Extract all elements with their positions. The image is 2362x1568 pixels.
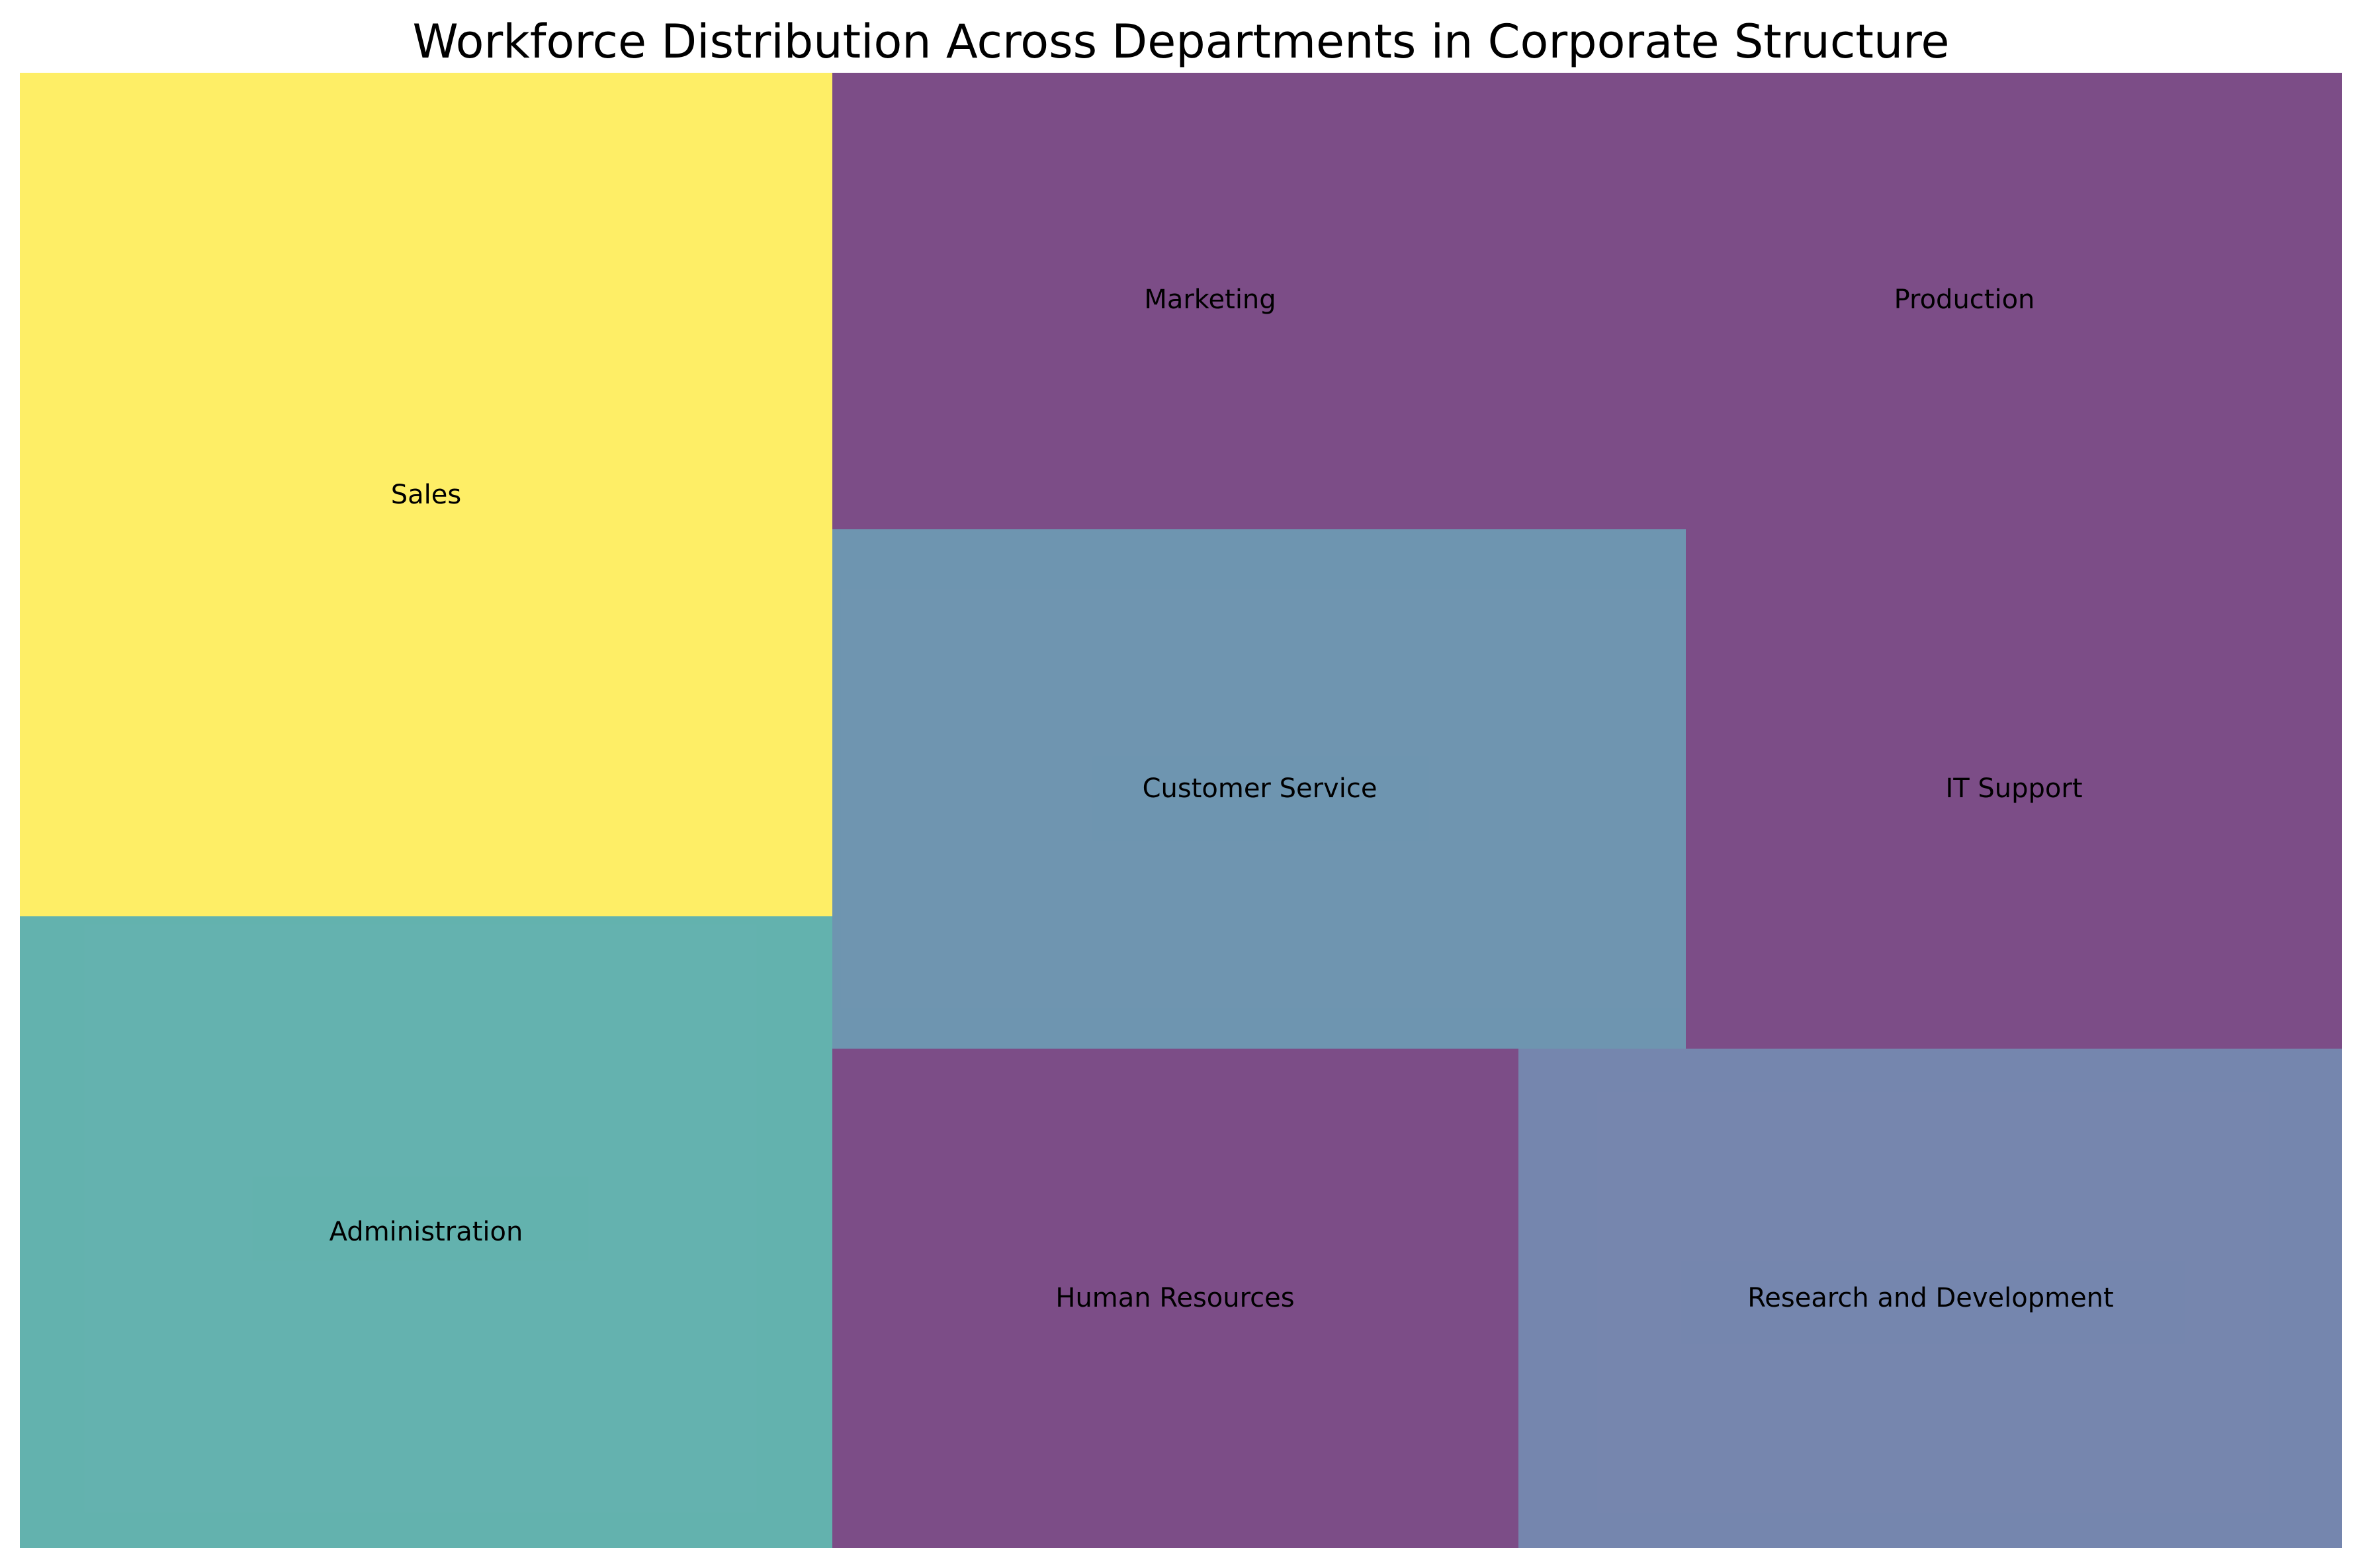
tile-production: Production — [1685, 73, 2342, 529]
tile-label-sales: Sales — [391, 480, 461, 510]
tile-label-marketing: Marketing — [1144, 284, 1276, 315]
tile-label-human-resources: Human Resources — [1055, 1283, 1294, 1313]
tile-rect-it-support — [1686, 529, 2342, 1049]
tile-rect-production — [1685, 73, 2342, 529]
tile-label-research-and-development: Research and Development — [1747, 1283, 2113, 1313]
tile-it-support: IT Support — [1686, 529, 2342, 1049]
tile-label-customer-service: Customer Service — [1143, 773, 1378, 804]
tile-rect-sales — [20, 73, 832, 916]
tile-rect-human-resources — [832, 1049, 1518, 1548]
tile-sales: Sales — [20, 73, 832, 916]
tile-marketing: Marketing — [832, 73, 1685, 529]
tile-rect-customer-service — [832, 529, 1686, 1049]
tile-human-resources: Human Resources — [832, 1049, 1518, 1548]
tile-rect-marketing — [832, 73, 1685, 529]
tile-rect-administration — [20, 916, 832, 1548]
tile-customer-service: Customer Service — [832, 529, 1686, 1049]
tile-label-production: Production — [1894, 284, 2035, 315]
tile-label-it-support: IT Support — [1945, 773, 2082, 804]
tile-rect-research-and-development — [1518, 1049, 2342, 1548]
chart-title: Workforce Distribution Across Department… — [412, 15, 1950, 69]
tile-administration: Administration — [20, 916, 832, 1548]
tile-research-and-development: Research and Development — [1518, 1049, 2342, 1548]
tile-label-administration: Administration — [329, 1217, 523, 1247]
